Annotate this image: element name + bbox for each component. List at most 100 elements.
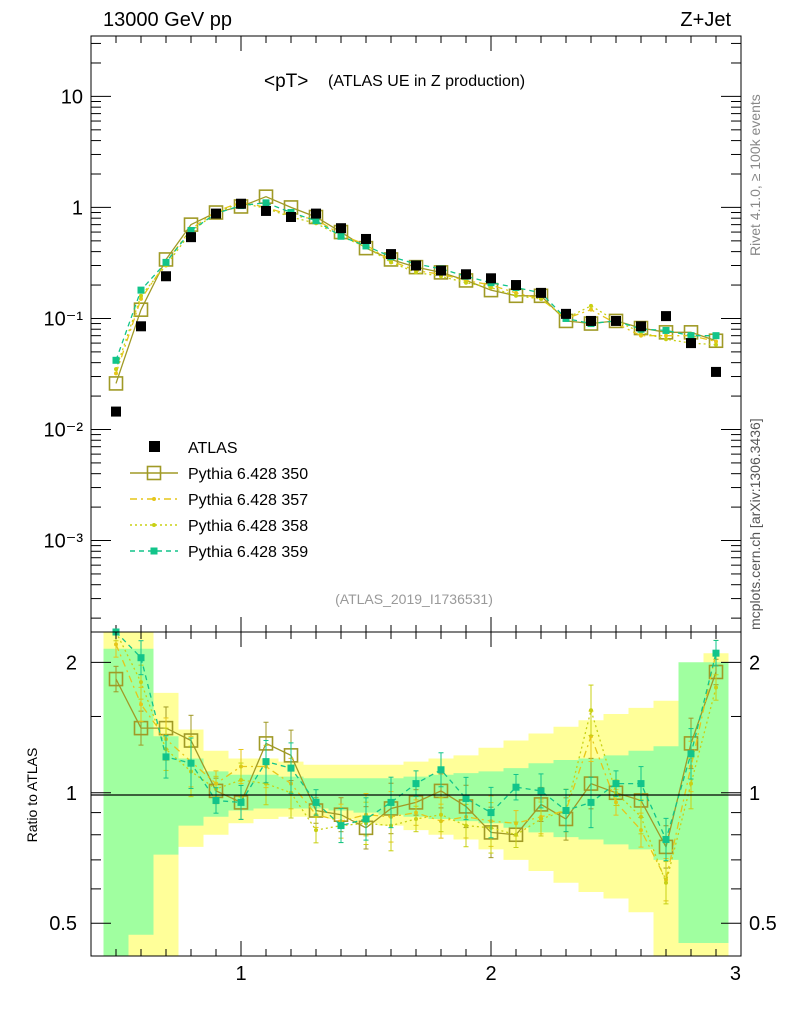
side-label-bottom: mcplots.cern.ch [arXiv:1306.3436] (747, 418, 763, 630)
ratio-p359-point (387, 798, 395, 806)
data-point (686, 338, 696, 349)
ratio-p358-point (664, 880, 668, 885)
ratio-y-tick-label-right: 2 (749, 652, 760, 674)
data-point (636, 321, 646, 332)
data-point (511, 280, 521, 291)
ratio-p357-point (139, 702, 143, 707)
ratio-p359-point (462, 795, 470, 803)
ratio-p357-point (114, 642, 118, 647)
main-p359-point (262, 199, 270, 207)
ratio-p359-point (637, 780, 645, 788)
ratio-p359-point (137, 654, 145, 662)
data-point (361, 233, 371, 244)
main-p357-point (714, 339, 718, 344)
main-p358-point (389, 260, 393, 265)
main-p358-point (414, 270, 418, 275)
main-p358-point (714, 342, 718, 347)
plot-title-sub: (ATLAS UE in Z production) (328, 73, 525, 90)
main-p359-line (115, 202, 716, 361)
ratio-p358-point (464, 823, 468, 828)
data-point (436, 265, 446, 276)
ratio-p358-point (514, 832, 518, 837)
data-point (261, 205, 271, 216)
main-p359-point (687, 332, 695, 340)
ratio-p359-point (437, 766, 445, 774)
y-tick-label: 10⁻¹ (44, 308, 84, 330)
legend-item-data: ATLAS (149, 440, 238, 457)
main-p359-point (137, 286, 145, 294)
legend-label: Pythia 6.428 350 (188, 466, 308, 483)
legend-marker (146, 465, 162, 481)
main-p350-point (133, 302, 149, 317)
main-p359-point (337, 232, 345, 240)
main-p357-point (589, 307, 593, 312)
main-p358-point (139, 293, 143, 298)
ratio-p359-point (362, 815, 370, 823)
ratio-p359-point (612, 780, 620, 788)
ratio-p358-point (714, 685, 718, 690)
main-panel: 10 1 10⁻¹ 10⁻² 10⁻³ <pT> (ATLAS UE in Z prod… (44, 35, 742, 633)
legend-marker (152, 523, 156, 527)
main-p359-point (162, 258, 170, 266)
ratio-p359-point (187, 759, 195, 767)
data-point (161, 271, 171, 282)
main-p357-point (114, 371, 118, 376)
ratio-y-tick-label-left: 1 (66, 783, 77, 805)
ratio-p350-point (108, 671, 124, 687)
legend-item-p350: Pythia 6.428 350 (130, 465, 308, 483)
ratio-p359-point (212, 796, 220, 804)
legend-label: Pythia 6.428 358 (188, 518, 308, 535)
ratio-p358-point (639, 814, 643, 819)
main-p359-point (112, 356, 120, 364)
data-point (711, 366, 721, 377)
main-plot-content (108, 189, 724, 417)
main-p358-point (539, 296, 543, 301)
y-tick-label: 10⁻³ (44, 531, 84, 553)
main-p358-point (664, 337, 668, 342)
legend-label: ATLAS (188, 440, 238, 457)
analysis-id: (ATLAS_2019_I1736531) (335, 591, 493, 607)
ratio-p358-point (539, 816, 543, 821)
main-p359-point (312, 217, 320, 225)
ratio-y-tick-label-right: 0.5 (749, 913, 777, 935)
data-point (611, 315, 621, 326)
ratio-p359-point (587, 798, 595, 806)
x-tick-label: 3 (730, 963, 741, 985)
x-tick-label: 1 (235, 963, 246, 985)
ratio-y-tick-label-left: 0.5 (49, 913, 77, 935)
ratio-p359-point (537, 787, 545, 795)
data-point (286, 212, 296, 223)
data-point (411, 260, 421, 271)
ratio-p359-point (262, 758, 270, 766)
ratio-y-tick-label-left: 2 (66, 652, 77, 674)
header-left: 13000 GeV pp (103, 9, 232, 31)
ratio-p358-point (414, 816, 418, 821)
y-tick-label: 10⁻² (44, 419, 84, 441)
main-p358-point (489, 285, 493, 290)
data-point (561, 308, 571, 319)
legend-label: Pythia 6.428 357 (188, 492, 308, 509)
data-point (186, 232, 196, 243)
ratio-p359-point (162, 753, 170, 761)
main-p359-point (362, 242, 370, 250)
ratio-p358-point (589, 708, 593, 713)
main-p357-point (664, 333, 668, 338)
header-right: Z+Jet (680, 9, 731, 31)
data-point (311, 208, 321, 219)
data-point (661, 311, 671, 322)
legend-marker (152, 497, 156, 501)
legend-item-p358: Pythia 6.428 358 (130, 518, 308, 535)
main-p350-point (108, 376, 124, 391)
main-p358-point (114, 367, 118, 372)
side-label-top: Rivet 4.1.0, ≥ 100k events (747, 94, 763, 256)
x-tick-label: 2 (485, 963, 496, 985)
main-p358-point (514, 293, 518, 298)
data-point (586, 315, 596, 326)
data-point (336, 223, 346, 234)
ratio-ylabel: Ratio to ATLAS (24, 748, 40, 843)
data-point (461, 269, 471, 280)
plot-title-main: <pT> (264, 71, 308, 92)
main-p359-point (712, 332, 720, 340)
ratio-p358-point (139, 680, 143, 685)
